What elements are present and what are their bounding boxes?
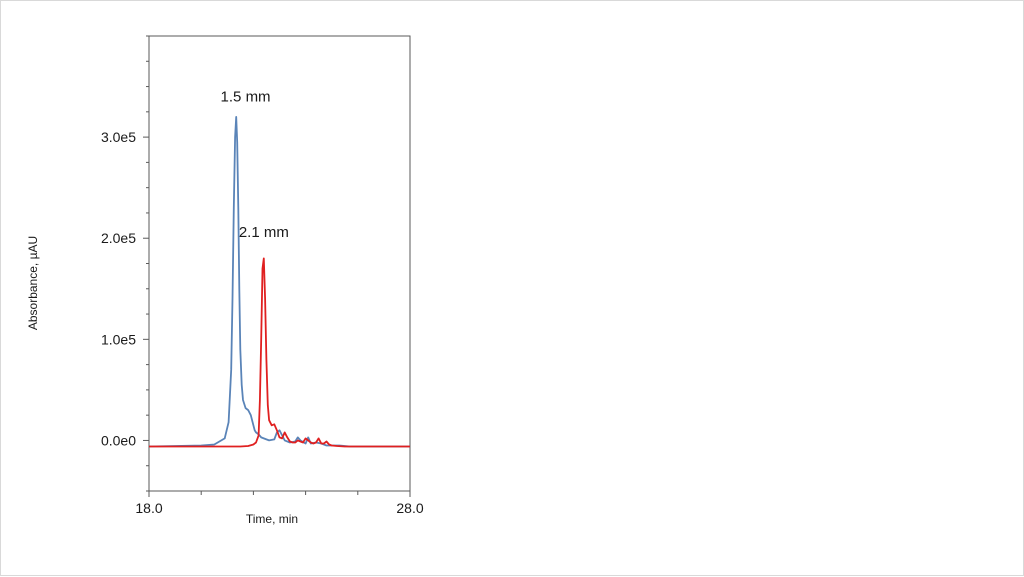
series-line-2 [149,257,410,448]
x-tick-label: 18.0 [135,500,162,516]
plot-frame [148,35,411,492]
y-axis-title: Absorbance, µAU [26,236,40,330]
y-tick-label: 2.0e5 [101,230,136,246]
series-line-1 [148,116,410,448]
x-axis-title: Time, min [246,512,298,526]
y-tick-label: 3.0e5 [101,129,136,145]
axis-ticks [143,35,411,497]
peak-annotation: 1.5 mm [221,89,271,106]
x-tick-label: 28.0 [396,500,423,516]
peak-annotation: 2.1 mm [239,224,289,241]
series-layer [148,116,410,448]
y-tick-label: 0.0e0 [101,432,136,448]
labels-layer: 0.0e0 1.0e5 2.0e5 3.0e5 18.0 28.0 1.5 mm 2.1 mm [101,89,424,516]
y-tick-label: 1.0e5 [101,331,136,347]
